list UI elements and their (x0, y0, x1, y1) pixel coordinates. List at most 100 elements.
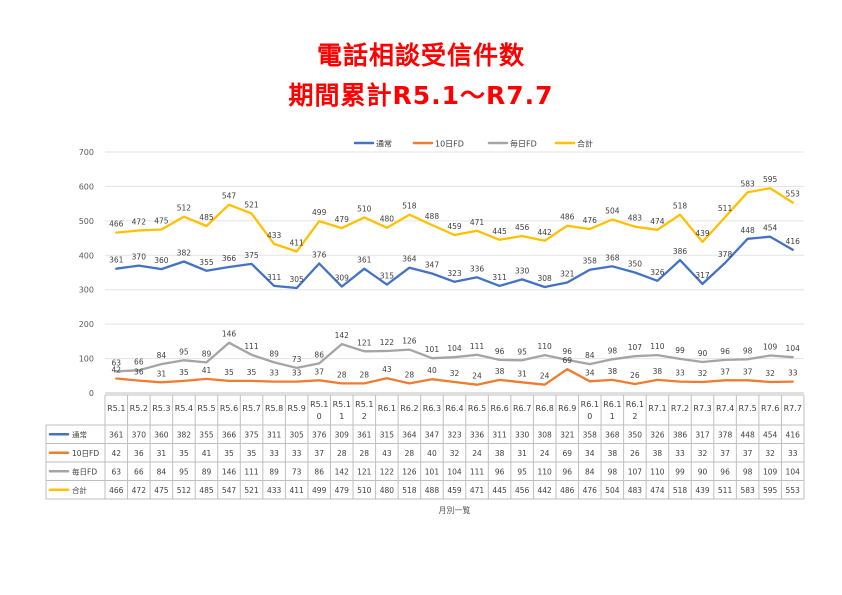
data-label-3-18: 456 (515, 223, 530, 232)
data-point-1-23 (634, 383, 636, 385)
data-point-0-9 (318, 262, 321, 265)
table-cell-0-6: 375 (244, 430, 259, 439)
data-label-2-25: 99 (675, 346, 685, 355)
category-label-19: R6.8 (536, 404, 554, 413)
data-label-1-20: 69 (562, 356, 572, 365)
x-axis-title: 月別一覧 (439, 505, 471, 515)
data-point-0-6 (250, 263, 253, 265)
data-point-3-10 (340, 227, 343, 229)
data-label-3-9: 499 (312, 208, 327, 217)
table-cell-2-26: 90 (698, 467, 708, 476)
category-label-21: R6.1 0 (581, 400, 599, 421)
data-point-3-18 (521, 235, 523, 237)
data-point-2-10 (340, 343, 343, 345)
table-cell-2-25: 99 (675, 467, 685, 476)
data-point-2-7 (273, 361, 275, 364)
category-label-22: R6.1 1 (603, 400, 621, 421)
category-label-1: R5.2 (130, 404, 148, 413)
table-cell-3-17: 445 (492, 486, 507, 495)
table-cell-0-7: 311 (267, 430, 282, 439)
y-tick-label-700: 700 (79, 148, 94, 157)
table-cell-1-6: 35 (247, 449, 257, 458)
table-cell-2-12: 122 (380, 467, 395, 476)
data-point-3-19 (543, 240, 546, 242)
table-cell-2-10: 142 (335, 467, 350, 476)
table-cell-2-15: 104 (447, 467, 462, 476)
data-label-3-6: 521 (244, 201, 259, 210)
category-label-10: R5.1 1 (333, 400, 351, 421)
table-cell-2-27: 96 (720, 467, 730, 476)
data-point-3-11 (363, 216, 366, 219)
table-cell-1-15: 32 (450, 449, 460, 458)
table-cell-3-9: 499 (312, 486, 327, 495)
category-label-4: R5.5 (197, 404, 215, 413)
data-label-2-15: 104 (447, 344, 462, 353)
table-cell-0-9: 376 (312, 430, 327, 439)
category-label-5: R5.6 (220, 404, 238, 413)
table-cell-1-3: 35 (179, 449, 189, 458)
table-cell-3-29: 595 (763, 486, 778, 495)
table-cell-1-28: 37 (743, 449, 753, 458)
table-cell-2-1: 66 (134, 467, 144, 476)
table-cell-0-2: 360 (154, 430, 169, 439)
table-cell-0-26: 317 (695, 430, 710, 439)
data-point-0-21 (588, 268, 591, 271)
data-label-3-5: 547 (222, 192, 237, 201)
category-label-8: R5.9 (288, 404, 306, 413)
data-point-0-1 (138, 264, 140, 267)
table-cell-2-20: 96 (562, 467, 572, 476)
table-cell-3-19: 442 (538, 486, 553, 495)
data-point-3-12 (386, 226, 388, 229)
table-cell-0-1: 370 (132, 430, 147, 439)
data-label-0-18: 330 (515, 266, 530, 275)
data-point-2-20 (566, 359, 569, 361)
table-cell-1-25: 33 (675, 449, 685, 458)
data-label-1-9: 37 (314, 367, 324, 376)
table-cell-3-18: 456 (515, 486, 530, 495)
data-label-0-30: 416 (786, 237, 801, 246)
data-point-1-15 (453, 381, 456, 383)
table-cell-0-29: 454 (763, 430, 778, 439)
data-label-0-22: 368 (605, 253, 620, 262)
data-label-3-25: 518 (673, 202, 688, 211)
data-label-3-28: 583 (740, 179, 755, 188)
table-cell-2-4: 89 (202, 467, 212, 476)
data-point-0-14 (431, 272, 433, 275)
data-point-3-20 (566, 224, 569, 227)
data-label-2-18: 95 (517, 347, 527, 356)
data-point-0-19 (543, 286, 546, 288)
data-label-3-21: 476 (583, 216, 598, 225)
table-cell-2-23: 107 (628, 467, 643, 476)
data-point-2-21 (588, 363, 591, 365)
data-label-1-4: 41 (202, 366, 212, 375)
data-point-3-21 (588, 228, 591, 230)
data-point-1-2 (160, 381, 163, 384)
data-point-1-13 (408, 382, 411, 385)
data-point-1-3 (183, 380, 185, 382)
table-cell-2-6: 111 (244, 467, 259, 476)
data-point-1-16 (476, 383, 478, 386)
data-label-0-14: 347 (425, 261, 440, 270)
table-cell-1-19: 24 (540, 449, 550, 458)
data-label-1-0: 42 (112, 366, 122, 375)
table-cell-2-11: 121 (357, 467, 372, 476)
table-cell-3-11: 510 (357, 486, 372, 495)
data-label-1-22: 38 (608, 367, 618, 376)
data-point-3-0 (115, 231, 118, 234)
table-cell-3-13: 518 (402, 486, 417, 495)
table-cell-2-28: 98 (743, 467, 753, 476)
data-point-2-25 (679, 358, 681, 360)
table-row-label-2: 毎日FD (72, 466, 97, 476)
data-label-0-28: 448 (740, 226, 755, 235)
data-label-2-6: 111 (244, 342, 259, 351)
data-label-0-10: 309 (335, 274, 350, 283)
data-label-3-10: 479 (335, 215, 350, 224)
data-label-0-0: 361 (109, 256, 124, 265)
category-label-13: R6.2 (400, 404, 418, 413)
data-point-3-24 (656, 229, 659, 231)
data-label-3-22: 504 (605, 206, 620, 215)
table-cell-2-7: 89 (269, 467, 279, 476)
table-cell-1-2: 31 (157, 449, 167, 458)
data-point-3-25 (679, 213, 681, 216)
data-label-3-24: 474 (650, 217, 665, 226)
